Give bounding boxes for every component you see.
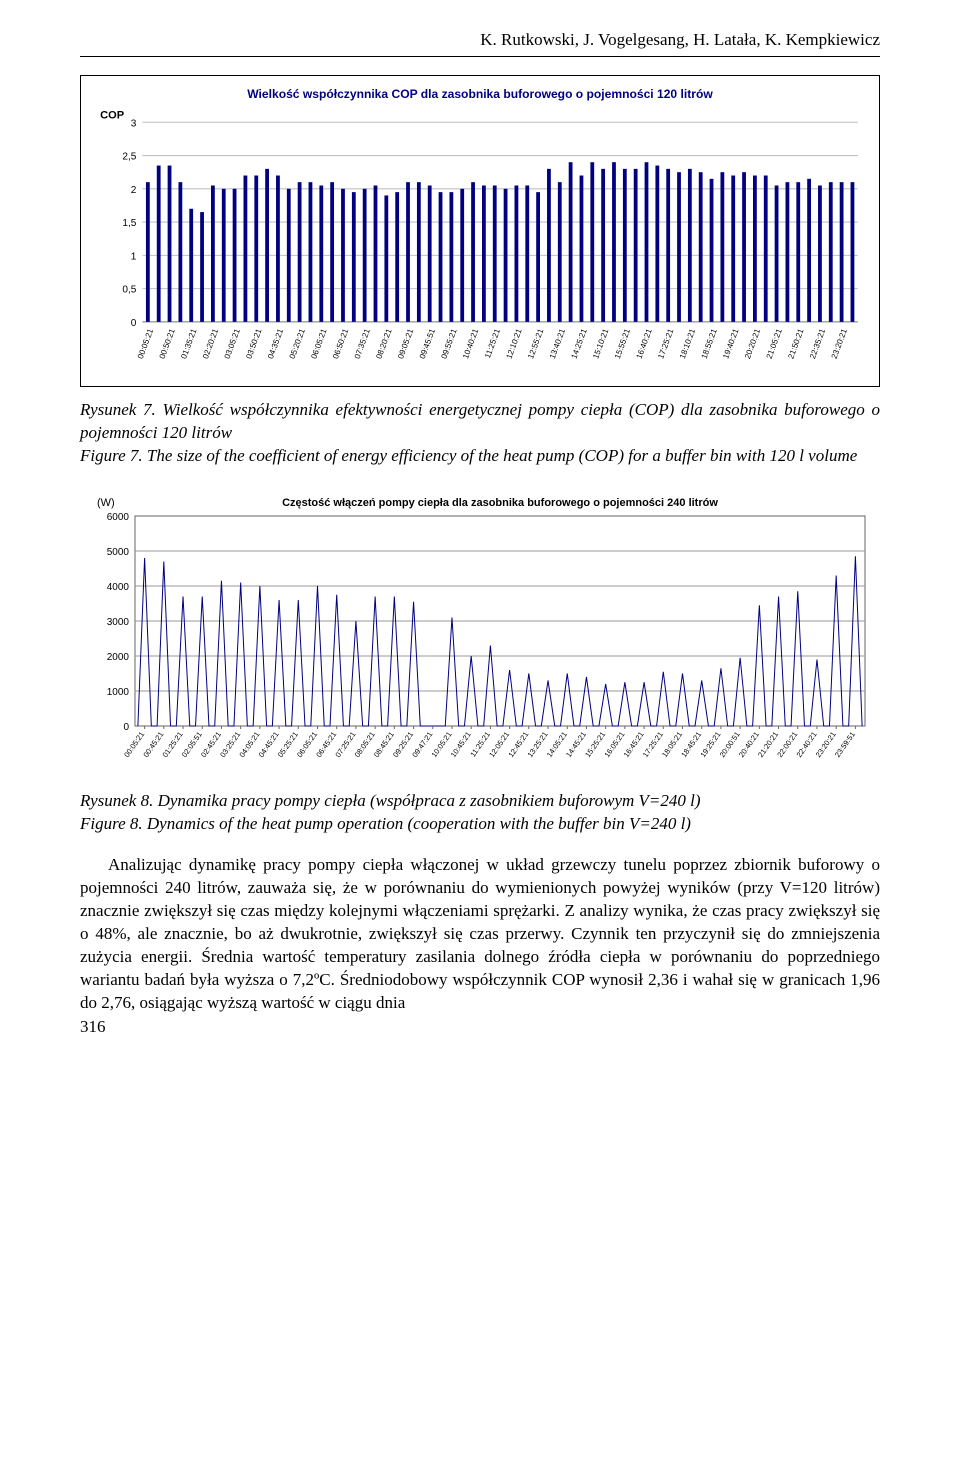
figure7-caption-pl: Rysunek 7. Wielkość współczynnika efekty… <box>80 400 880 442</box>
svg-text:21:05:21: 21:05:21 <box>765 327 784 360</box>
svg-text:18:55:21: 18:55:21 <box>700 327 719 360</box>
svg-text:20:20:21: 20:20:21 <box>743 327 762 360</box>
svg-text:22:35:21: 22:35:21 <box>808 327 827 360</box>
svg-text:03:50:21: 03:50:21 <box>244 327 263 360</box>
svg-text:06:50:21: 06:50:21 <box>331 327 350 360</box>
svg-text:12:55:21: 12:55:21 <box>526 327 545 360</box>
chart-cop-frame: Wielkość współczynnika COP dla zasobnika… <box>80 75 880 387</box>
header-rule <box>80 56 880 57</box>
svg-text:0,5: 0,5 <box>122 285 136 296</box>
svg-text:03:05:21: 03:05:21 <box>223 327 242 360</box>
svg-text:04:35:21: 04:35:21 <box>266 327 285 360</box>
svg-text:6000: 6000 <box>107 512 130 523</box>
figure7-caption-en: Figure 7. The size of the coefficient of… <box>80 446 857 465</box>
author-line: K. Rutkowski, J. Vogelgesang, H. Latała,… <box>80 30 880 50</box>
svg-text:00:50:21: 00:50:21 <box>158 327 177 360</box>
svg-text:10:40:21: 10:40:21 <box>461 327 480 360</box>
svg-text:5000: 5000 <box>107 547 130 558</box>
svg-text:0: 0 <box>123 722 129 733</box>
chart-cop: Wielkość współczynnika COP dla zasobnika… <box>87 82 873 384</box>
svg-text:18:10:21: 18:10:21 <box>678 327 697 360</box>
svg-text:(W): (W) <box>97 497 115 509</box>
svg-text:2000: 2000 <box>107 652 130 663</box>
svg-text:06:05:21: 06:05:21 <box>309 327 328 360</box>
svg-text:0: 0 <box>131 318 137 329</box>
svg-text:1000: 1000 <box>107 687 130 698</box>
svg-text:17:25:21: 17:25:21 <box>656 327 675 360</box>
svg-text:00:05:21: 00:05:21 <box>136 327 155 360</box>
svg-text:2: 2 <box>131 185 137 196</box>
svg-text:16:40:21: 16:40:21 <box>635 327 654 360</box>
svg-text:2,5: 2,5 <box>122 152 136 163</box>
svg-text:09:55:21: 09:55:21 <box>440 327 459 360</box>
svg-text:07:35:21: 07:35:21 <box>353 327 372 360</box>
figure8-caption-en: Figure 8. Dynamics of the heat pump oper… <box>80 814 691 833</box>
svg-text:1,5: 1,5 <box>122 218 136 229</box>
svg-text:23:20:21: 23:20:21 <box>830 327 849 360</box>
svg-text:21:50:21: 21:50:21 <box>786 327 805 360</box>
svg-text:COP: COP <box>100 109 125 121</box>
svg-text:3000: 3000 <box>107 617 130 628</box>
svg-text:01:35:21: 01:35:21 <box>179 327 198 360</box>
svg-text:15:55:21: 15:55:21 <box>613 327 632 360</box>
svg-text:08:20:21: 08:20:21 <box>374 327 393 360</box>
body-paragraph-text: Analizując dynamikę pracy pompy ciepła w… <box>80 854 880 1015</box>
figure7-caption: Rysunek 7. Wielkość współczynnika efekty… <box>80 399 880 468</box>
page-number: 316 <box>80 1017 880 1037</box>
svg-text:Częstość włączeń pompy ciepła: Częstość włączeń pompy ciepła dla zasobn… <box>282 497 718 509</box>
svg-text:12:10:21: 12:10:21 <box>505 327 524 360</box>
svg-text:1: 1 <box>131 251 137 262</box>
body-paragraph: Analizując dynamikę pracy pompy ciepła w… <box>80 854 880 1015</box>
svg-text:09:45:51: 09:45:51 <box>418 327 437 360</box>
svg-text:Wielkość współczynnika COP dla: Wielkość współczynnika COP dla zasobnika… <box>247 87 713 101</box>
svg-text:4000: 4000 <box>107 582 130 593</box>
svg-text:3: 3 <box>131 118 137 129</box>
svg-text:19:40:21: 19:40:21 <box>721 327 740 360</box>
svg-text:11:25:21: 11:25:21 <box>483 327 502 359</box>
svg-text:13:40:21: 13:40:21 <box>548 327 567 360</box>
svg-text:14:25:21: 14:25:21 <box>570 327 589 360</box>
svg-text:09:05:21: 09:05:21 <box>396 327 415 360</box>
svg-text:02:20:21: 02:20:21 <box>201 327 220 360</box>
svg-text:05:20:21: 05:20:21 <box>288 327 307 360</box>
figure8-caption: Rysunek 8. Dynamika pracy pompy ciepła (… <box>80 790 880 836</box>
chart-frequency: (W) Częstość włączeń pompy ciepła dla zas… <box>80 486 880 786</box>
svg-text:15:10:21: 15:10:21 <box>591 327 610 360</box>
figure8-caption-pl: Rysunek 8. Dynamika pracy pompy ciepła (… <box>80 791 701 810</box>
